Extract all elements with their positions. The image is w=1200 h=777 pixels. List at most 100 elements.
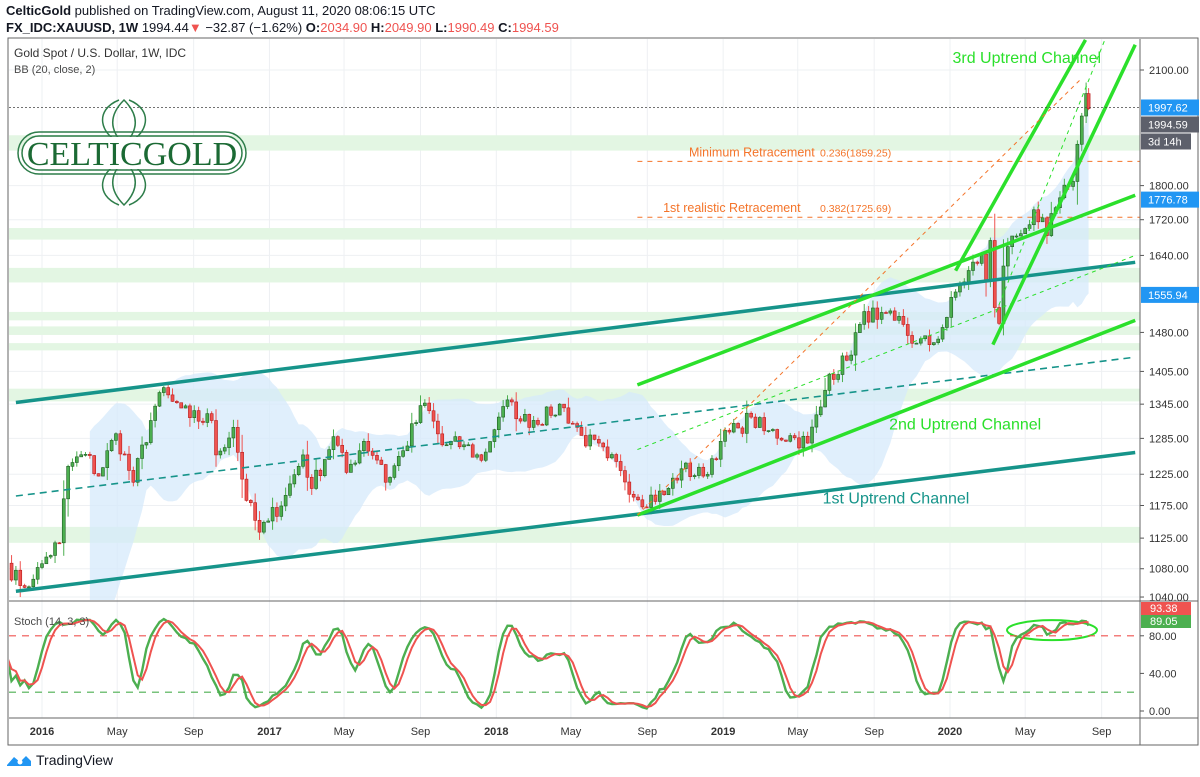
candle xyxy=(901,316,906,325)
channel-label: 2nd Uptrend Channel xyxy=(889,417,1041,434)
candle xyxy=(44,556,49,565)
candle xyxy=(827,373,832,391)
x-tick-label: Sep xyxy=(1092,726,1112,738)
candle xyxy=(496,416,501,431)
x-tick-label: 2019 xyxy=(711,726,735,738)
candle xyxy=(144,442,149,446)
candle xyxy=(588,434,592,447)
y-tick-label: 1800.00 xyxy=(1149,181,1189,193)
candle xyxy=(279,505,284,517)
x-tick-label: May xyxy=(1015,726,1036,738)
candle xyxy=(222,447,227,452)
stoch-legend[interactable]: Stoch (14, 3, 3) xyxy=(14,616,90,628)
candle xyxy=(427,402,431,412)
candle xyxy=(518,418,523,422)
candle xyxy=(818,406,823,416)
candle xyxy=(270,507,275,522)
candle xyxy=(814,414,819,428)
candle xyxy=(66,466,70,500)
support-zone xyxy=(9,135,1140,151)
candle xyxy=(262,521,266,533)
candle xyxy=(483,451,488,461)
candle xyxy=(862,311,867,325)
candle xyxy=(79,454,83,458)
tradingview-brand[interactable]: TradingView xyxy=(6,752,113,768)
candle xyxy=(736,423,740,429)
candle xyxy=(788,435,793,442)
candle xyxy=(140,444,144,459)
candle xyxy=(540,424,545,426)
candle xyxy=(566,407,571,424)
candle xyxy=(18,569,23,586)
candle xyxy=(879,312,884,320)
candle xyxy=(249,500,253,503)
candle xyxy=(744,412,749,434)
candle xyxy=(740,427,745,434)
candle xyxy=(340,444,344,453)
candle xyxy=(701,466,706,477)
candle xyxy=(40,563,44,568)
stoch-tick-label: 0.00 xyxy=(1149,706,1170,718)
candle xyxy=(653,494,658,502)
candle xyxy=(379,459,384,465)
symbol: FX_IDC:XAUUSD, 1W xyxy=(6,20,139,35)
candle xyxy=(784,439,788,442)
candle xyxy=(601,442,606,448)
candle xyxy=(801,435,806,449)
candle xyxy=(209,413,214,421)
candle xyxy=(257,520,262,533)
x-tick-label: 2016 xyxy=(30,726,54,738)
candle xyxy=(623,470,627,483)
stoch-k-value-bg xyxy=(1141,615,1191,628)
candle xyxy=(405,445,410,452)
candle xyxy=(671,477,675,489)
candle xyxy=(805,435,810,444)
y-tick-label: 2100.00 xyxy=(1149,65,1189,77)
candle xyxy=(718,441,723,460)
open-value: 2034.90 xyxy=(320,20,368,35)
fib-level-value: 0.382(1725.69) xyxy=(820,203,891,215)
candle xyxy=(375,455,379,461)
candle xyxy=(118,433,123,455)
candle xyxy=(383,464,388,483)
candle xyxy=(936,338,940,343)
candle xyxy=(1079,115,1084,145)
support-zone xyxy=(9,267,1140,283)
candle xyxy=(196,410,201,422)
y-tick-label: 1080.00 xyxy=(1149,564,1189,576)
y-tick-label: 1225.00 xyxy=(1149,469,1189,481)
candle xyxy=(366,441,371,452)
candle xyxy=(275,507,279,517)
publish-info: CelticGold published on TradingView.com,… xyxy=(6,3,436,18)
candle xyxy=(849,354,853,361)
symbol-info: FX_IDC:XAUUSD, 1W 1994.44▼ −32.87 (−1.62… xyxy=(6,20,559,35)
author: CelticGold xyxy=(6,3,72,18)
candle xyxy=(679,468,684,481)
candle xyxy=(396,456,401,467)
support-zone xyxy=(9,311,1140,321)
candle xyxy=(871,307,875,323)
candle xyxy=(96,473,101,477)
candle xyxy=(331,436,336,450)
trendline xyxy=(636,193,1136,387)
candle xyxy=(884,312,888,314)
candle xyxy=(309,476,314,489)
y-tick-label: 1480.00 xyxy=(1149,327,1189,339)
price-label: 1994.59 xyxy=(1148,119,1188,131)
candle xyxy=(553,414,558,417)
low-label: L: xyxy=(435,20,448,35)
candle xyxy=(218,450,223,456)
candle xyxy=(127,453,131,471)
candle xyxy=(666,488,671,496)
bb-legend[interactable]: BB (20, close, 2) xyxy=(14,64,96,76)
candle xyxy=(544,406,549,426)
candle xyxy=(353,462,358,465)
candle xyxy=(579,427,584,436)
candle xyxy=(475,454,479,458)
low-value: 1990.49 xyxy=(447,20,495,35)
candle xyxy=(618,461,623,471)
candle xyxy=(753,416,758,428)
candle xyxy=(83,454,88,456)
price-label: 1997.62 xyxy=(1148,102,1188,114)
